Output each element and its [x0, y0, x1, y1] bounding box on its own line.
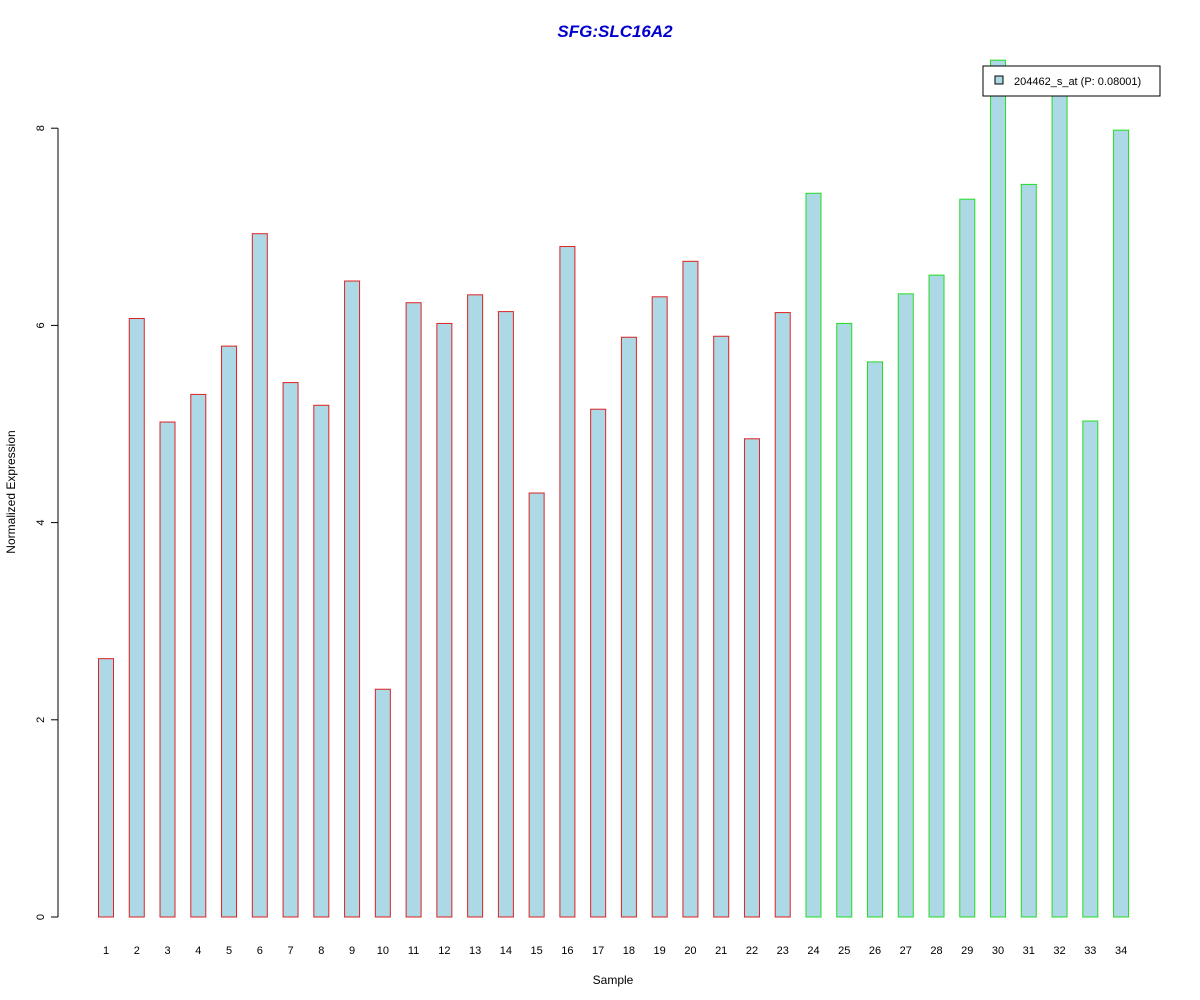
y-tick-label: 2 — [35, 717, 47, 723]
x-tick-label: 27 — [900, 945, 912, 957]
y-tick-label: 8 — [35, 125, 47, 131]
bar-sample-17 — [590, 408, 607, 918]
x-tick-label: 34 — [1115, 945, 1127, 957]
x-tick-label: 26 — [869, 945, 881, 957]
legend-swatch — [994, 75, 1004, 85]
x-tick-label: 23 — [777, 945, 789, 957]
bar-sample-21 — [713, 335, 730, 918]
bar-sample-27 — [897, 293, 914, 918]
x-tick-label: 29 — [961, 945, 973, 957]
x-tick-label: 14 — [500, 945, 512, 957]
bar-sample-11 — [405, 302, 422, 918]
x-tick-label: 18 — [623, 945, 635, 957]
chart-title: SFG:SLC16A2 — [557, 22, 673, 41]
bar-sample-20 — [682, 260, 699, 918]
y-tick-label: 0 — [35, 914, 47, 920]
bar-sample-26 — [867, 361, 883, 918]
bar-sample-8 — [313, 404, 330, 918]
bar-sample-28 — [928, 274, 945, 918]
x-tick-label: 20 — [684, 945, 696, 957]
x-tick-label: 7 — [287, 945, 293, 957]
x-tick-label: 9 — [349, 945, 355, 957]
bar-sample-4 — [190, 393, 207, 918]
bar-sample-31 — [1020, 183, 1037, 918]
x-tick-label: 25 — [838, 945, 850, 957]
bar-sample-16 — [559, 246, 576, 918]
bar-sample-30 — [990, 59, 1007, 918]
bar-sample-7 — [282, 382, 299, 918]
y-axis-title: Normalized Expression — [4, 430, 18, 553]
x-tick-label: 32 — [1053, 945, 1065, 957]
bar-sample-34 — [1113, 129, 1130, 918]
x-tick-label: 2 — [134, 945, 140, 957]
y-axis: 0 2 4 6 8 — [35, 125, 59, 920]
x-tick-label: 3 — [164, 945, 170, 957]
bar-sample-18 — [620, 336, 637, 918]
bar-sample-24 — [805, 192, 822, 918]
y-tick-label: 4 — [35, 520, 47, 526]
bar-sample-5 — [221, 345, 238, 918]
x-tick-label: 13 — [469, 945, 481, 957]
y-tick-label: 6 — [35, 322, 47, 328]
bar-sample-14 — [497, 311, 514, 918]
bar-sample-15 — [528, 492, 545, 918]
bar-sample-23 — [774, 312, 791, 918]
x-tick-label: 11 — [408, 945, 419, 957]
x-tick-label: 4 — [195, 945, 201, 957]
x-tick-label: 8 — [318, 945, 324, 957]
x-tick-label: 10 — [377, 945, 389, 957]
x-tick-label: 15 — [531, 945, 543, 957]
x-axis-title: Sample — [593, 973, 634, 987]
x-tick-label: 19 — [654, 945, 666, 957]
x-tick-label: 16 — [561, 945, 573, 957]
bar-sample-6 — [251, 233, 268, 918]
x-tick-label: 28 — [930, 945, 942, 957]
x-tick-label: 22 — [746, 945, 758, 957]
x-tick-label: 5 — [226, 945, 232, 957]
x-tick-label: 33 — [1084, 945, 1096, 957]
bar-sample-1 — [98, 658, 114, 918]
bar-sample-3 — [159, 421, 176, 918]
x-tick-labels: 1 2 3 4 5 6 7 8 9 10 11 12 13 14 15 16 17 18 19 20 21 22 23 24 2… — [103, 945, 1127, 957]
bar-sample-25 — [836, 322, 853, 918]
bar-sample-2 — [128, 318, 145, 918]
bar-sample-13 — [467, 294, 484, 918]
bar-sample-19 — [651, 296, 668, 918]
bar-sample-12 — [436, 322, 453, 918]
x-tick-label: 24 — [807, 945, 819, 957]
bar-sample-22 — [743, 438, 760, 918]
x-tick-label: 17 — [592, 945, 604, 957]
bar-sample-9 — [344, 280, 361, 918]
legend-label: 204462_s_at (P: 0.08001) — [1014, 76, 1141, 88]
legend: 204462_s_at (P: 0.08001) — [982, 65, 1161, 97]
x-tick-label: 30 — [992, 945, 1004, 957]
bar-sample-29 — [959, 198, 976, 918]
bar-series — [98, 59, 1130, 918]
bar-sample-32 — [1051, 95, 1068, 918]
legend-box — [982, 65, 1161, 97]
x-tick-label: 12 — [438, 945, 450, 957]
bar-sample-33 — [1082, 420, 1099, 918]
x-tick-label: 6 — [257, 945, 263, 957]
x-tick-label: 31 — [1023, 945, 1035, 957]
bar-sample-10 — [374, 688, 391, 918]
x-tick-label: 21 — [715, 945, 727, 957]
x-tick-label: 1 — [103, 945, 109, 957]
